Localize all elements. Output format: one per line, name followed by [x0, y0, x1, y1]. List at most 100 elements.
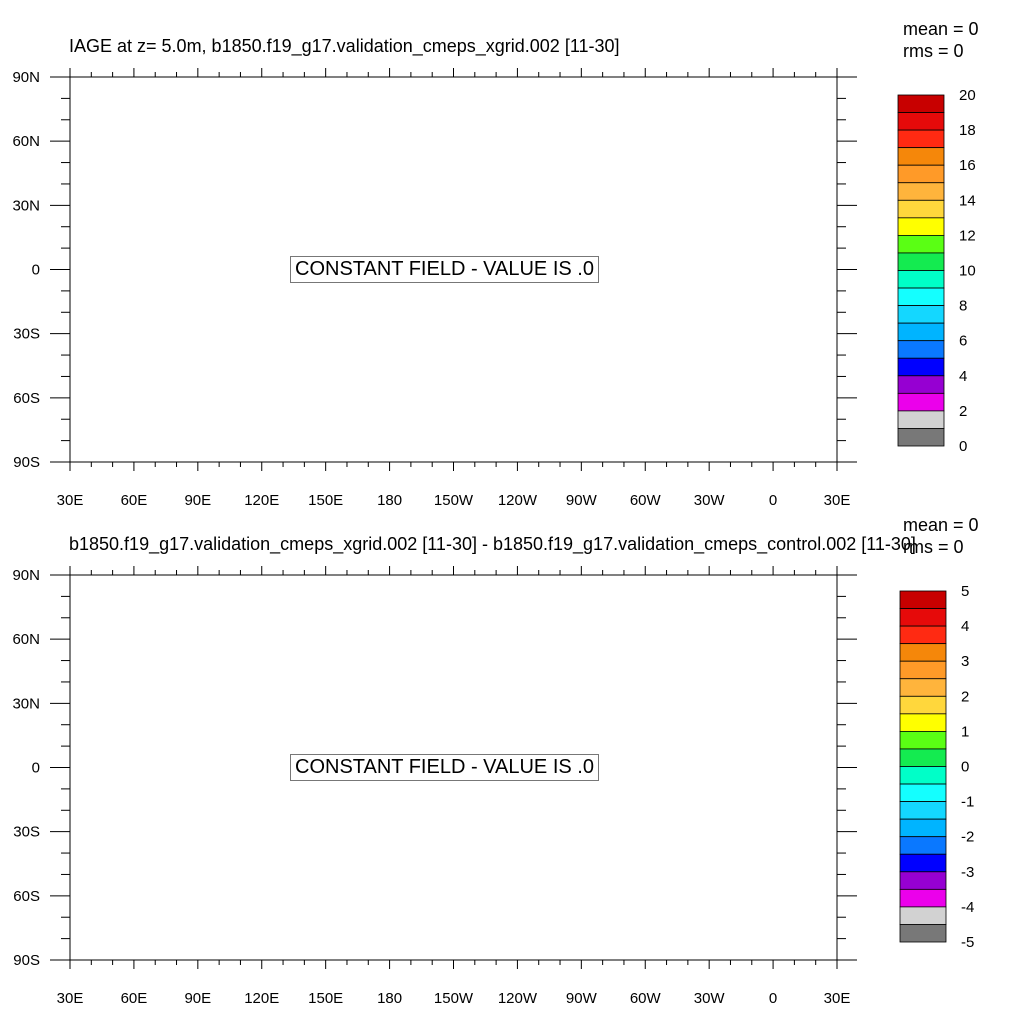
- colorbar-box: [899, 924, 947, 943]
- x-tick-label: 120W: [498, 990, 538, 1007]
- colorbar-box: [899, 608, 947, 627]
- colorbar-label: -1: [961, 794, 974, 811]
- x-tick-label: 60W: [630, 492, 662, 509]
- y-tick-label: 90S: [13, 952, 40, 969]
- colorbar-label: 20: [959, 87, 976, 104]
- x-tick-label: 120E: [244, 990, 279, 1007]
- constant-field-label: CONSTANT FIELD - VALUE IS .0: [290, 255, 599, 283]
- x-tick-label: 60E: [121, 492, 148, 509]
- colorbar-label: 3: [961, 653, 969, 670]
- x-tick-label: 30W: [694, 990, 726, 1007]
- colorbar-label: 14: [959, 192, 976, 209]
- x-tick-label: 30E: [824, 990, 851, 1007]
- x-tick-label: 90W: [566, 492, 598, 509]
- colorbar-box: [899, 643, 947, 662]
- colorbar-box: [897, 234, 945, 254]
- y-tick-label: 60N: [12, 133, 40, 150]
- colorbar-box: [899, 801, 947, 820]
- x-tick-label: 150W: [434, 492, 474, 509]
- colorbar-label: 2: [959, 403, 967, 420]
- x-tick-label: 180: [377, 990, 402, 1007]
- x-tick-label: 150E: [308, 492, 343, 509]
- colorbar-label: -3: [961, 864, 974, 881]
- colorbar-box: [897, 375, 945, 394]
- colorbar-box: [897, 217, 945, 236]
- x-tick-label: 90E: [184, 492, 211, 509]
- colorbar-box: [897, 164, 945, 184]
- colorbar-box: [897, 129, 945, 149]
- colorbar-box: [897, 305, 945, 324]
- colorbar-box: [899, 836, 947, 855]
- rms-stat: rms = 0: [903, 537, 964, 557]
- y-tick-label: 60N: [12, 631, 40, 648]
- y-tick-label: 0: [32, 760, 40, 777]
- colorbar-box: [899, 766, 947, 785]
- colorbar-box: [899, 888, 947, 908]
- colorbar-box: [899, 853, 947, 873]
- x-tick-label: 60E: [121, 990, 148, 1007]
- y-tick-label: 90S: [13, 454, 40, 471]
- x-tick-label: 180: [377, 492, 402, 509]
- y-tick-label: 90N: [12, 567, 40, 584]
- colorbar-label: -2: [961, 829, 974, 846]
- colorbar-box: [897, 357, 945, 377]
- colorbar-box: [899, 783, 947, 803]
- x-tick-label: 30E: [57, 492, 84, 509]
- colorbar-label: 0: [959, 438, 967, 455]
- colorbar-box: [897, 252, 945, 271]
- x-tick-label: 90E: [184, 990, 211, 1007]
- y-tick-label: 30N: [12, 197, 40, 214]
- colorbar-box: [897, 147, 945, 166]
- colorbar-label: 2: [961, 688, 969, 705]
- colorbar-box: [897, 410, 945, 429]
- y-tick-label: 30S: [13, 326, 40, 343]
- colorbar-box: [899, 678, 947, 697]
- colorbar-box: [899, 730, 947, 750]
- colorbar-box: [897, 112, 945, 131]
- y-tick-label: 0: [32, 262, 40, 279]
- constant-field-label: CONSTANT FIELD - VALUE IS .0: [290, 753, 599, 781]
- x-tick-label: 30E: [824, 492, 851, 509]
- colorbar-box: [899, 660, 947, 680]
- x-tick-label: 60W: [630, 990, 662, 1007]
- map-plot: 30E 60E 90E 120E 150E 180 150W 120W 90W 60W 30W 0 30…: [12, 566, 857, 1007]
- colorbar-box: [899, 695, 947, 715]
- x-tick-label: 30E: [57, 990, 84, 1007]
- colorbar-label: -5: [961, 934, 974, 951]
- colorbar-label: 10: [959, 263, 976, 280]
- x-tick-label: 150E: [308, 990, 343, 1007]
- colorbar-label: 5: [961, 583, 969, 600]
- colorbar: 5 4 3 2 1 0 -1 -2 -3 -4 -5: [899, 583, 974, 951]
- colorbar-box: [897, 182, 945, 201]
- colorbar-box: [899, 625, 947, 645]
- mean-stat: mean = 0: [903, 515, 979, 535]
- colorbar-box: [897, 199, 945, 219]
- plot-title: IAGE at z= 5.0m, b1850.f19_g17.validatio…: [69, 36, 620, 56]
- x-tick-label: 150W: [434, 990, 474, 1007]
- x-tick-label: 0: [769, 990, 777, 1007]
- y-tick-label: 90N: [12, 69, 40, 86]
- colorbar-box: [899, 906, 947, 925]
- x-tick-label: 120E: [244, 492, 279, 509]
- map-plot: 30E 60E 90E 120E 150E 180 150W 120W 90W 60W 30W 0 30…: [12, 68, 857, 509]
- colorbar-box: [897, 428, 945, 447]
- y-tick-label: 30N: [12, 695, 40, 712]
- y-tick-label: 30S: [13, 824, 40, 841]
- colorbar-label: 12: [959, 227, 976, 244]
- y-tick-label: 60S: [13, 888, 40, 905]
- x-tick-label: 30W: [694, 492, 726, 509]
- colorbar-label: 16: [959, 157, 976, 174]
- colorbar-box: [899, 748, 947, 767]
- colorbar-label: 4: [961, 618, 969, 635]
- colorbar-label: 4: [959, 368, 967, 385]
- colorbar-box: [897, 322, 945, 342]
- colorbar-box: [899, 590, 947, 609]
- rms-stat: rms = 0: [903, 41, 964, 61]
- colorbar-label: 6: [959, 333, 967, 350]
- colorbar-box: [899, 818, 947, 838]
- y-tick-label: 60S: [13, 390, 40, 407]
- colorbar-box: [897, 392, 945, 412]
- x-tick-label: 120W: [498, 492, 538, 509]
- colorbar-box: [897, 94, 945, 113]
